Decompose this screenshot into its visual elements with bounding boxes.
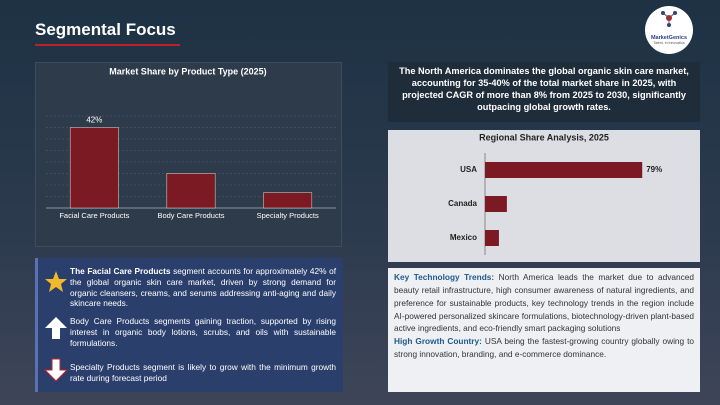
segment-text: Specialty Products segment is likely to … xyxy=(70,362,336,383)
x-tick-label: Facial Care Products xyxy=(59,211,129,220)
segment-body: segment accounts for approximately 42% o… xyxy=(70,266,336,309)
bar xyxy=(69,127,119,209)
insight-body: USA being the fastest-growing country gl… xyxy=(394,336,694,360)
y-tick-label: Mexico xyxy=(450,233,477,242)
chart-title: Regional Share Analysis, 2025 xyxy=(479,132,609,142)
y-tick-label: USA xyxy=(460,165,477,174)
bar xyxy=(263,192,313,209)
star-icon xyxy=(45,271,67,292)
logo-tagline: Talent. In Innovation xyxy=(653,41,685,45)
logo: MarketGenics Talent. In Innovation xyxy=(645,6,693,54)
title-underline xyxy=(35,44,180,46)
summary-box: The North America dominates the global o… xyxy=(388,62,700,122)
slide-title: Segmental Focus xyxy=(35,20,176,39)
product-chart: Market Share by Product Type (2025) Facia… xyxy=(35,62,342,247)
down-arrow-icon xyxy=(44,358,68,382)
x-tick-label: Body Care Products xyxy=(157,211,224,220)
bar xyxy=(485,230,499,246)
insight-lead: High Growth Country: xyxy=(394,336,482,347)
up-arrow-icon xyxy=(45,317,67,339)
insight-text: Key Technology Trends: North America lea… xyxy=(394,271,694,335)
chart-title: Market Share by Product Type (2025) xyxy=(109,66,266,76)
insight-text: High Growth Country: USA being the faste… xyxy=(394,335,694,361)
x-tick-label: Specialty Products xyxy=(257,211,319,220)
segment-text: The Facial Care Products segment account… xyxy=(70,266,336,309)
segments-panel: The Facial Care Products segment account… xyxy=(35,258,343,392)
segment-lead: The Facial Care Products xyxy=(70,266,171,276)
bar xyxy=(166,173,216,209)
y-tick-label: Canada xyxy=(448,199,477,208)
insight-lead: Key Technology Trends: xyxy=(394,272,495,282)
insights-panel: Key Technology Trends: North America lea… xyxy=(388,268,700,392)
bar xyxy=(485,196,507,212)
value-label: 79% xyxy=(646,165,662,174)
segment-text: Body Care Products segments gaining trac… xyxy=(70,316,336,348)
logo-icon xyxy=(661,11,677,27)
region-chart: Regional Share Analysis, 2025 USA 79% Canad… xyxy=(388,130,700,262)
insight-body: North America leads the market due to ad… xyxy=(394,272,694,334)
bar xyxy=(485,162,643,178)
value-label: 42% xyxy=(86,116,102,125)
logo-text: MarketGenics xyxy=(650,35,688,41)
